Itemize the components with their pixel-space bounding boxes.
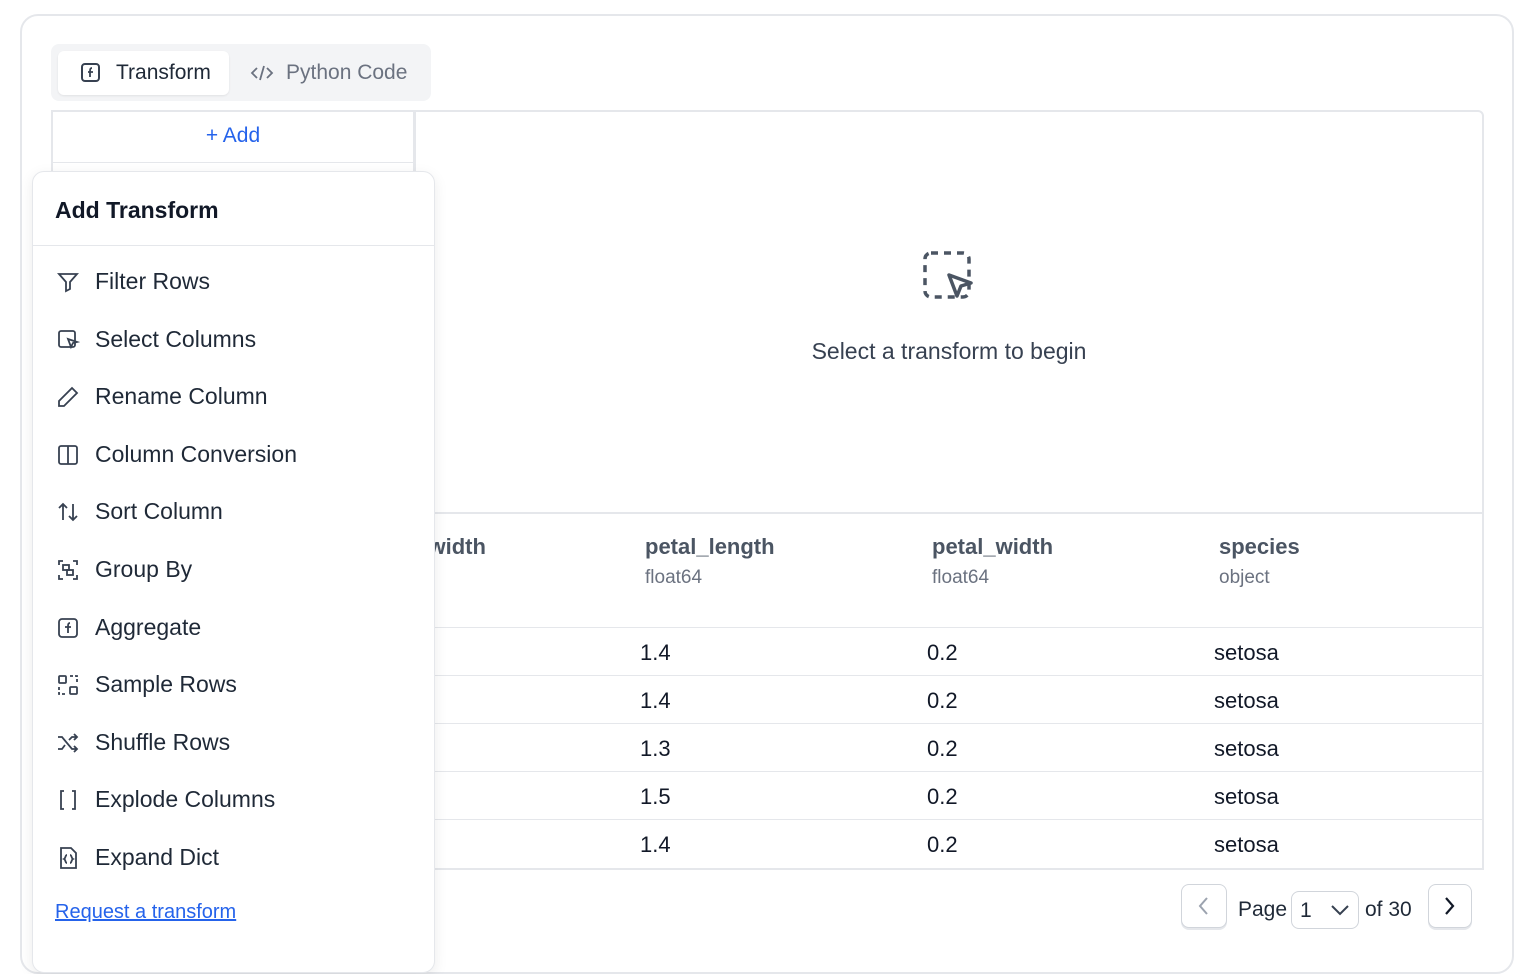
page-total: of 30 bbox=[1365, 898, 1412, 921]
row-divider bbox=[415, 771, 1483, 772]
menu-item[interactable]: Filter Rows bbox=[95, 268, 211, 294]
tab-label: Transform bbox=[116, 61, 211, 84]
tab-label: Python Code bbox=[286, 61, 408, 84]
menu-icon bbox=[58, 444, 78, 465]
menu-item[interactable]: Sort Column bbox=[95, 498, 223, 525]
menu-item[interactable]: Explode Columns bbox=[95, 786, 276, 813]
tab-icon bbox=[81, 63, 100, 82]
row-divider bbox=[415, 627, 1483, 628]
divider bbox=[33, 245, 434, 246]
add-button[interactable]: + Add bbox=[205, 124, 261, 147]
table-cell: 1.4 bbox=[640, 688, 671, 713]
add-transform-menu: Add Transform Request a transform Filter… bbox=[32, 171, 435, 973]
menu-icon bbox=[58, 329, 80, 349]
menu-icon bbox=[58, 733, 79, 753]
table-cell: 0.2 bbox=[927, 784, 958, 809]
table-cell: 0.2 bbox=[927, 832, 958, 857]
menu-item[interactable]: Shuffle Rows bbox=[95, 728, 231, 755]
table-top bbox=[415, 512, 1483, 514]
menu-title: Add Transform bbox=[55, 197, 219, 223]
table-cell: 0.2 bbox=[927, 640, 958, 665]
row-divider bbox=[415, 723, 1483, 724]
column-dtype: float64 bbox=[645, 567, 703, 588]
menu-item[interactable]: Expand Dict bbox=[95, 844, 220, 870]
page-current: 1 bbox=[1300, 899, 1312, 922]
divider bbox=[53, 162, 413, 163]
row-divider bbox=[415, 819, 1483, 820]
empty-message: Select a transform to begin bbox=[811, 338, 1087, 364]
column-header: petal_width bbox=[932, 534, 1054, 559]
menu-icon bbox=[60, 847, 77, 869]
tab-transform[interactable]: Transform bbox=[58, 51, 229, 95]
tab-icon bbox=[250, 65, 274, 81]
row-divider bbox=[415, 868, 1483, 869]
menu-icon bbox=[58, 503, 78, 522]
page-select[interactable]: 1 bbox=[1291, 891, 1359, 929]
menu-item[interactable]: Group By bbox=[95, 556, 193, 582]
tab-python[interactable]: Python Code bbox=[240, 51, 420, 95]
request-link[interactable]: Request a transform bbox=[55, 901, 237, 923]
page: Transform Python Code + Add Select a tra… bbox=[20, 14, 1514, 974]
column-header: petal_length bbox=[645, 534, 775, 559]
menu-item[interactable]: Select Columns bbox=[95, 325, 257, 352]
table-cell: 0.2 bbox=[927, 736, 958, 761]
row-divider bbox=[415, 675, 1483, 676]
menu-icon bbox=[58, 675, 78, 696]
table-cell: 0.2 bbox=[927, 688, 958, 713]
table-cell: setosa bbox=[1214, 832, 1279, 857]
column-dtype: object bbox=[1219, 567, 1270, 588]
table-cell: 1.3 bbox=[640, 736, 671, 761]
menu-icon bbox=[57, 273, 79, 293]
column-dtype: float64 bbox=[932, 567, 990, 588]
table-cell: 1.5 bbox=[640, 784, 671, 809]
page-label: Page bbox=[1238, 898, 1288, 921]
menu-item[interactable]: Aggregate bbox=[95, 613, 202, 640]
table-cell: 1.4 bbox=[640, 640, 671, 665]
menu-icon bbox=[58, 386, 79, 408]
table-cell: setosa bbox=[1214, 640, 1279, 665]
table-cell: 1.4 bbox=[640, 832, 671, 857]
menu-item[interactable]: Rename Column bbox=[95, 383, 268, 410]
menu-item[interactable]: Sample Rows bbox=[95, 671, 237, 698]
menu-icon bbox=[58, 617, 78, 638]
empty-icon bbox=[923, 251, 973, 299]
table-cell: setosa bbox=[1214, 736, 1279, 761]
menu-icon bbox=[58, 560, 78, 580]
column-header: species bbox=[1219, 534, 1300, 559]
next-page[interactable] bbox=[1428, 884, 1472, 928]
menu-icon bbox=[60, 790, 76, 811]
prev-page[interactable] bbox=[1181, 884, 1227, 928]
table-cell: setosa bbox=[1214, 784, 1279, 809]
menu-item[interactable]: Column Conversion bbox=[95, 440, 297, 467]
table-cell: setosa bbox=[1214, 688, 1279, 713]
